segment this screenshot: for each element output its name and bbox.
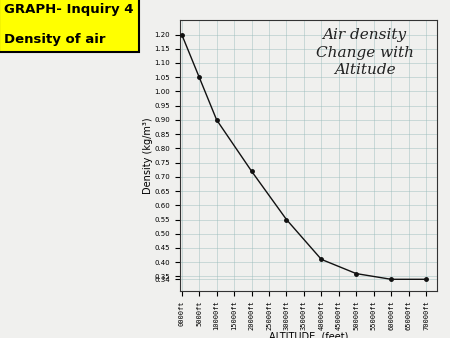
Text: GRAPH- Inquiry 4

Density of air: GRAPH- Inquiry 4 Density of air bbox=[4, 3, 134, 46]
Y-axis label: Density (kg/m³): Density (kg/m³) bbox=[143, 117, 153, 194]
X-axis label: ALTITUDE  (feet): ALTITUDE (feet) bbox=[269, 332, 348, 338]
Text: Air density
Change with
Altitude: Air density Change with Altitude bbox=[316, 28, 414, 77]
